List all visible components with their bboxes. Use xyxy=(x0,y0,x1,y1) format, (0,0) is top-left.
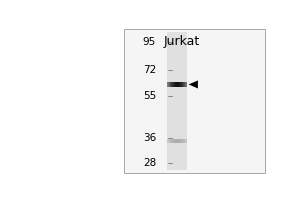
Bar xyxy=(181,82,182,87)
Text: 28: 28 xyxy=(143,158,156,168)
Bar xyxy=(186,139,187,143)
Text: Jurkat: Jurkat xyxy=(164,35,200,48)
Bar xyxy=(183,139,184,143)
Bar xyxy=(185,139,186,143)
Bar xyxy=(177,82,178,87)
Bar xyxy=(178,82,179,87)
Bar xyxy=(176,139,177,143)
Bar xyxy=(168,82,169,87)
Text: 36: 36 xyxy=(143,133,156,143)
Bar xyxy=(170,82,171,87)
Bar xyxy=(174,82,175,87)
Bar xyxy=(169,82,170,87)
Bar xyxy=(185,82,186,87)
Bar xyxy=(186,82,187,87)
Bar xyxy=(187,82,188,87)
Bar xyxy=(168,139,169,143)
Bar xyxy=(184,82,185,87)
Bar xyxy=(169,139,170,143)
Bar xyxy=(167,32,188,170)
Polygon shape xyxy=(189,80,198,88)
Bar xyxy=(178,139,179,143)
Bar xyxy=(187,139,188,143)
Text: 72: 72 xyxy=(143,65,156,75)
Bar xyxy=(167,139,168,143)
Bar xyxy=(174,139,175,143)
Text: 95: 95 xyxy=(143,37,156,47)
Bar xyxy=(172,139,173,143)
Bar xyxy=(176,82,177,87)
Bar xyxy=(180,139,181,143)
Bar xyxy=(172,82,173,87)
Bar xyxy=(182,139,183,143)
Bar xyxy=(181,139,182,143)
Bar xyxy=(182,82,183,87)
Bar xyxy=(177,139,178,143)
Bar xyxy=(184,139,185,143)
Bar xyxy=(171,82,172,87)
Bar xyxy=(173,139,174,143)
Bar xyxy=(167,82,168,87)
Bar xyxy=(171,139,172,143)
Bar xyxy=(179,139,180,143)
Bar xyxy=(173,82,174,87)
Bar xyxy=(180,82,181,87)
Bar xyxy=(170,139,171,143)
Bar xyxy=(183,82,184,87)
Text: 55: 55 xyxy=(143,91,156,101)
Bar xyxy=(124,29,266,173)
Bar xyxy=(179,82,180,87)
